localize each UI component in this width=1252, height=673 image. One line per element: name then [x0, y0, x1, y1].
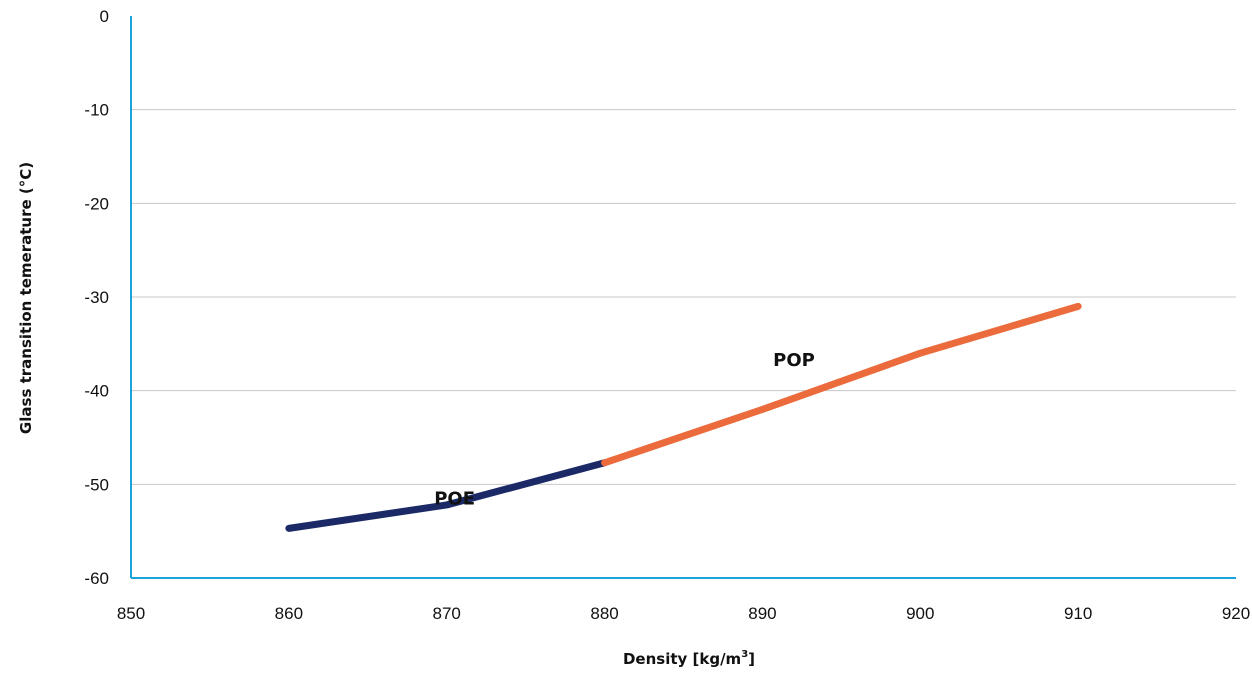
data-point-pop	[761, 408, 763, 410]
y-tick-label: 0	[100, 7, 109, 26]
series-lines	[285, 302, 1082, 532]
x-tick-label: 910	[1064, 604, 1092, 623]
x-tick-labels: 850 860 870 880 890 900 910 920	[117, 604, 1250, 623]
x-tick-label: 880	[590, 604, 618, 623]
y-tick-label: -30	[84, 288, 109, 307]
x-tick-label: 870	[433, 604, 461, 623]
x-tick-label: 890	[748, 604, 776, 623]
y-tick-label: -60	[84, 569, 109, 588]
y-tick-labels: 0 -10 -20 -30 -40 -50 -60	[84, 7, 109, 588]
x-tick-label: 900	[906, 604, 934, 623]
series-label-pop: POP	[773, 350, 815, 371]
data-point-poe	[288, 527, 290, 529]
series-labels: POE POP	[434, 350, 815, 510]
x-axis-title-tail: ]	[748, 650, 755, 668]
series-label-poe: POE	[434, 488, 475, 509]
x-axis-title: Density [kg/m3]	[623, 649, 755, 668]
data-point-poe	[446, 504, 448, 506]
y-axis-title: Glass transition temerature (°C)	[17, 162, 35, 434]
data-point-pop	[1077, 305, 1079, 307]
data-point-pop	[919, 352, 921, 354]
y-tick-label: -40	[84, 382, 109, 401]
series-line-pop	[601, 302, 1082, 467]
x-tick-label: 860	[275, 604, 303, 623]
y-tick-label: -50	[84, 475, 109, 494]
axes	[130, 16, 1236, 579]
x-tick-label: 920	[1222, 604, 1250, 623]
gridlines	[131, 109, 1236, 485]
x-tick-label: 850	[117, 604, 145, 623]
y-tick-label: -10	[84, 101, 109, 120]
data-point-pop	[604, 462, 606, 464]
x-axis-title-superscript: 3	[741, 649, 748, 660]
y-tick-label: -20	[84, 194, 109, 213]
x-axis-title-main: Density [kg/m	[623, 650, 741, 668]
